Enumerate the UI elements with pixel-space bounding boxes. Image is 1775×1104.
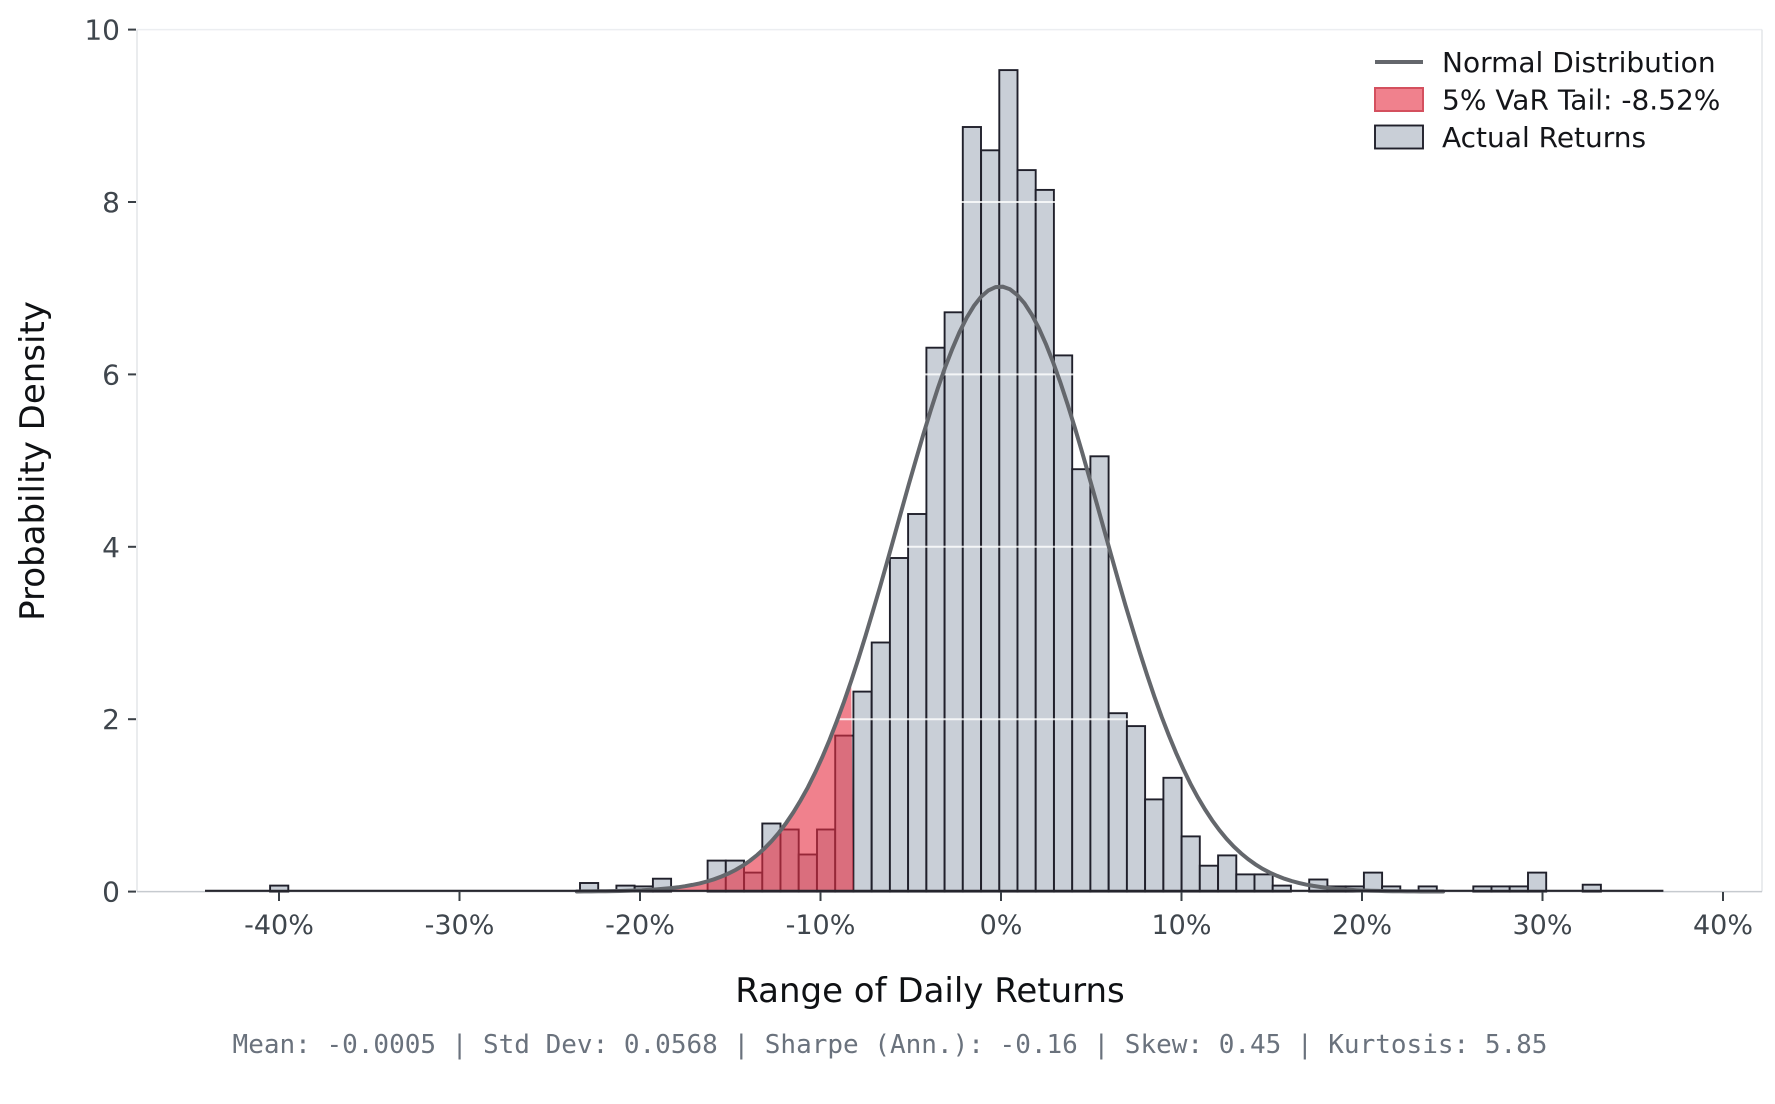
histogram-bar <box>925 346 946 893</box>
x-tick-label: -20% <box>605 910 675 941</box>
var-tail-fill <box>631 680 854 892</box>
x-tick-label: -30% <box>425 910 495 941</box>
x-axis-label: Range of Daily Returns <box>735 971 1125 1011</box>
histogram-bar <box>1162 776 1183 893</box>
y-tick-label: 4 <box>102 531 120 564</box>
legend-item: Actual Returns <box>1374 121 1646 154</box>
histogram-bar <box>1089 455 1110 893</box>
x-tick-label: -10% <box>786 910 856 941</box>
x-tick-label: 30% <box>1512 910 1572 941</box>
histogram-bar <box>1253 873 1274 893</box>
histogram-bar <box>1071 468 1092 893</box>
var-tail-area <box>631 680 854 892</box>
x-tick-label: 0% <box>980 910 1023 941</box>
x-axis: -40% -30% -20% -10% 0% 10% 20% 30% 40% <box>244 892 1753 941</box>
legend-returns-swatch <box>1374 124 1424 150</box>
histogram-bar <box>1180 835 1201 893</box>
histogram-bar <box>1527 871 1548 893</box>
y-axis-label: Probability Density <box>13 301 53 621</box>
y-tick-label: 0 <box>102 876 120 909</box>
legend-var-swatch <box>1374 87 1424 112</box>
x-tick-label: 20% <box>1332 910 1392 941</box>
x-tick-label: 40% <box>1693 910 1753 941</box>
x-tick-label: -40% <box>244 910 314 941</box>
histogram-bar <box>1235 873 1256 893</box>
gridlines <box>138 201 1761 721</box>
normal-curve-line <box>574 284 1446 894</box>
legend-label: 5% VaR Tail: -8.52% <box>1442 84 1720 117</box>
histogram-bar <box>1198 864 1219 893</box>
y-tick-label: 8 <box>102 186 120 219</box>
histogram-bar <box>1144 798 1165 893</box>
y-tick-label: 2 <box>102 703 120 736</box>
histogram-bar <box>980 149 1001 893</box>
legend-label: Actual Returns <box>1442 121 1646 154</box>
histogram-bar <box>1125 725 1147 893</box>
histogram-bars <box>269 69 1602 893</box>
y-tick-label: 10 <box>84 14 120 47</box>
legend-label: Normal Distribution <box>1442 46 1716 79</box>
y-axis: 0 2 4 6 8 10 <box>84 14 136 909</box>
legend-item: 5% VaR Tail: -8.52% <box>1374 84 1720 117</box>
histogram-bar <box>907 513 928 893</box>
legend-item: Normal Distribution <box>1375 46 1716 79</box>
histogram-bar <box>1016 169 1037 893</box>
histogram-bar <box>1217 854 1238 893</box>
y-tick-label: 6 <box>102 358 120 391</box>
histogram-bar <box>852 690 873 893</box>
histogram-bar <box>998 69 1019 893</box>
histogram-bar <box>943 311 964 893</box>
histogram-bar <box>870 641 891 893</box>
stats-footer: Mean: -0.0005 | Std Dev: 0.0568 | Sharpe… <box>233 1030 1548 1060</box>
histogram-bar <box>1107 712 1128 893</box>
histogram-bar <box>1053 354 1074 893</box>
x-tick-label: 10% <box>1151 910 1211 941</box>
normal-distribution-curve <box>574 284 1446 894</box>
legend: Normal Distribution 5% VaR Tail: -8.52% Ac… <box>1374 46 1720 154</box>
histogram-bar <box>888 557 910 893</box>
histogram-bar <box>961 126 982 893</box>
histogram-bar <box>1034 188 1055 893</box>
